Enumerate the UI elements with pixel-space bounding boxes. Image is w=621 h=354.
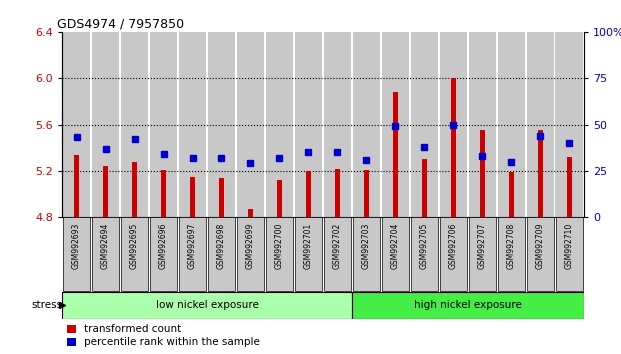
Bar bbox=[381, 32, 409, 217]
FancyBboxPatch shape bbox=[382, 217, 409, 291]
Text: GSM992705: GSM992705 bbox=[420, 223, 429, 269]
Text: low nickel exposure: low nickel exposure bbox=[156, 300, 258, 310]
Bar bbox=[266, 32, 293, 217]
Text: GSM992707: GSM992707 bbox=[478, 223, 487, 269]
Text: GSM992697: GSM992697 bbox=[188, 223, 197, 269]
Text: stress: stress bbox=[31, 300, 62, 310]
Bar bbox=[207, 32, 235, 217]
FancyBboxPatch shape bbox=[62, 292, 352, 319]
Bar bbox=[190, 177, 195, 217]
Bar bbox=[179, 32, 206, 217]
Text: GSM992700: GSM992700 bbox=[275, 223, 284, 269]
Bar bbox=[422, 159, 427, 217]
FancyBboxPatch shape bbox=[556, 217, 583, 291]
Text: GSM992695: GSM992695 bbox=[130, 223, 139, 269]
FancyBboxPatch shape bbox=[497, 217, 525, 291]
Bar bbox=[335, 169, 340, 217]
Bar bbox=[509, 172, 514, 217]
Text: GSM992698: GSM992698 bbox=[217, 223, 226, 269]
Bar bbox=[538, 130, 543, 217]
Bar bbox=[440, 32, 467, 217]
Bar bbox=[248, 209, 253, 217]
FancyBboxPatch shape bbox=[324, 217, 351, 291]
Text: GSM992696: GSM992696 bbox=[159, 223, 168, 269]
Bar bbox=[353, 32, 380, 217]
Bar bbox=[74, 155, 79, 217]
Text: GSM992710: GSM992710 bbox=[564, 223, 574, 269]
FancyBboxPatch shape bbox=[179, 217, 206, 291]
Bar bbox=[120, 32, 148, 217]
FancyBboxPatch shape bbox=[266, 217, 293, 291]
FancyBboxPatch shape bbox=[469, 217, 496, 291]
Bar bbox=[63, 32, 91, 217]
FancyBboxPatch shape bbox=[440, 217, 467, 291]
Bar bbox=[294, 32, 322, 217]
Text: GSM992704: GSM992704 bbox=[391, 223, 400, 269]
Text: GSM992699: GSM992699 bbox=[246, 223, 255, 269]
Bar bbox=[479, 130, 485, 217]
Bar bbox=[132, 161, 137, 217]
Bar bbox=[219, 178, 224, 217]
Text: GSM992706: GSM992706 bbox=[449, 223, 458, 269]
Bar bbox=[566, 157, 572, 217]
Legend: transformed count, percentile rank within the sample: transformed count, percentile rank withi… bbox=[67, 324, 260, 348]
Bar bbox=[277, 180, 282, 217]
FancyBboxPatch shape bbox=[121, 217, 148, 291]
FancyBboxPatch shape bbox=[208, 217, 235, 291]
Text: GDS4974 / 7957850: GDS4974 / 7957850 bbox=[57, 18, 184, 31]
Text: high nickel exposure: high nickel exposure bbox=[414, 300, 522, 310]
Text: GSM992703: GSM992703 bbox=[362, 223, 371, 269]
Bar bbox=[306, 171, 311, 217]
FancyBboxPatch shape bbox=[352, 292, 584, 319]
Bar bbox=[103, 166, 108, 217]
FancyBboxPatch shape bbox=[63, 217, 90, 291]
Bar bbox=[555, 32, 583, 217]
Bar bbox=[92, 32, 119, 217]
Bar bbox=[527, 32, 554, 217]
Bar bbox=[468, 32, 496, 217]
Bar bbox=[497, 32, 525, 217]
Text: GSM992693: GSM992693 bbox=[72, 223, 81, 269]
Text: GSM992702: GSM992702 bbox=[333, 223, 342, 269]
FancyBboxPatch shape bbox=[150, 217, 177, 291]
Text: GSM992701: GSM992701 bbox=[304, 223, 313, 269]
Bar bbox=[150, 32, 178, 217]
Bar bbox=[410, 32, 438, 217]
Bar bbox=[324, 32, 351, 217]
Text: GSM992709: GSM992709 bbox=[536, 223, 545, 269]
Bar bbox=[237, 32, 265, 217]
Bar bbox=[364, 170, 369, 217]
Text: GSM992708: GSM992708 bbox=[507, 223, 516, 269]
FancyBboxPatch shape bbox=[353, 217, 380, 291]
FancyBboxPatch shape bbox=[410, 217, 438, 291]
Bar bbox=[161, 170, 166, 217]
FancyBboxPatch shape bbox=[92, 217, 119, 291]
FancyBboxPatch shape bbox=[237, 217, 264, 291]
Bar bbox=[451, 78, 456, 217]
Bar bbox=[392, 92, 398, 217]
FancyBboxPatch shape bbox=[527, 217, 554, 291]
FancyBboxPatch shape bbox=[295, 217, 322, 291]
Text: GSM992694: GSM992694 bbox=[101, 223, 110, 269]
